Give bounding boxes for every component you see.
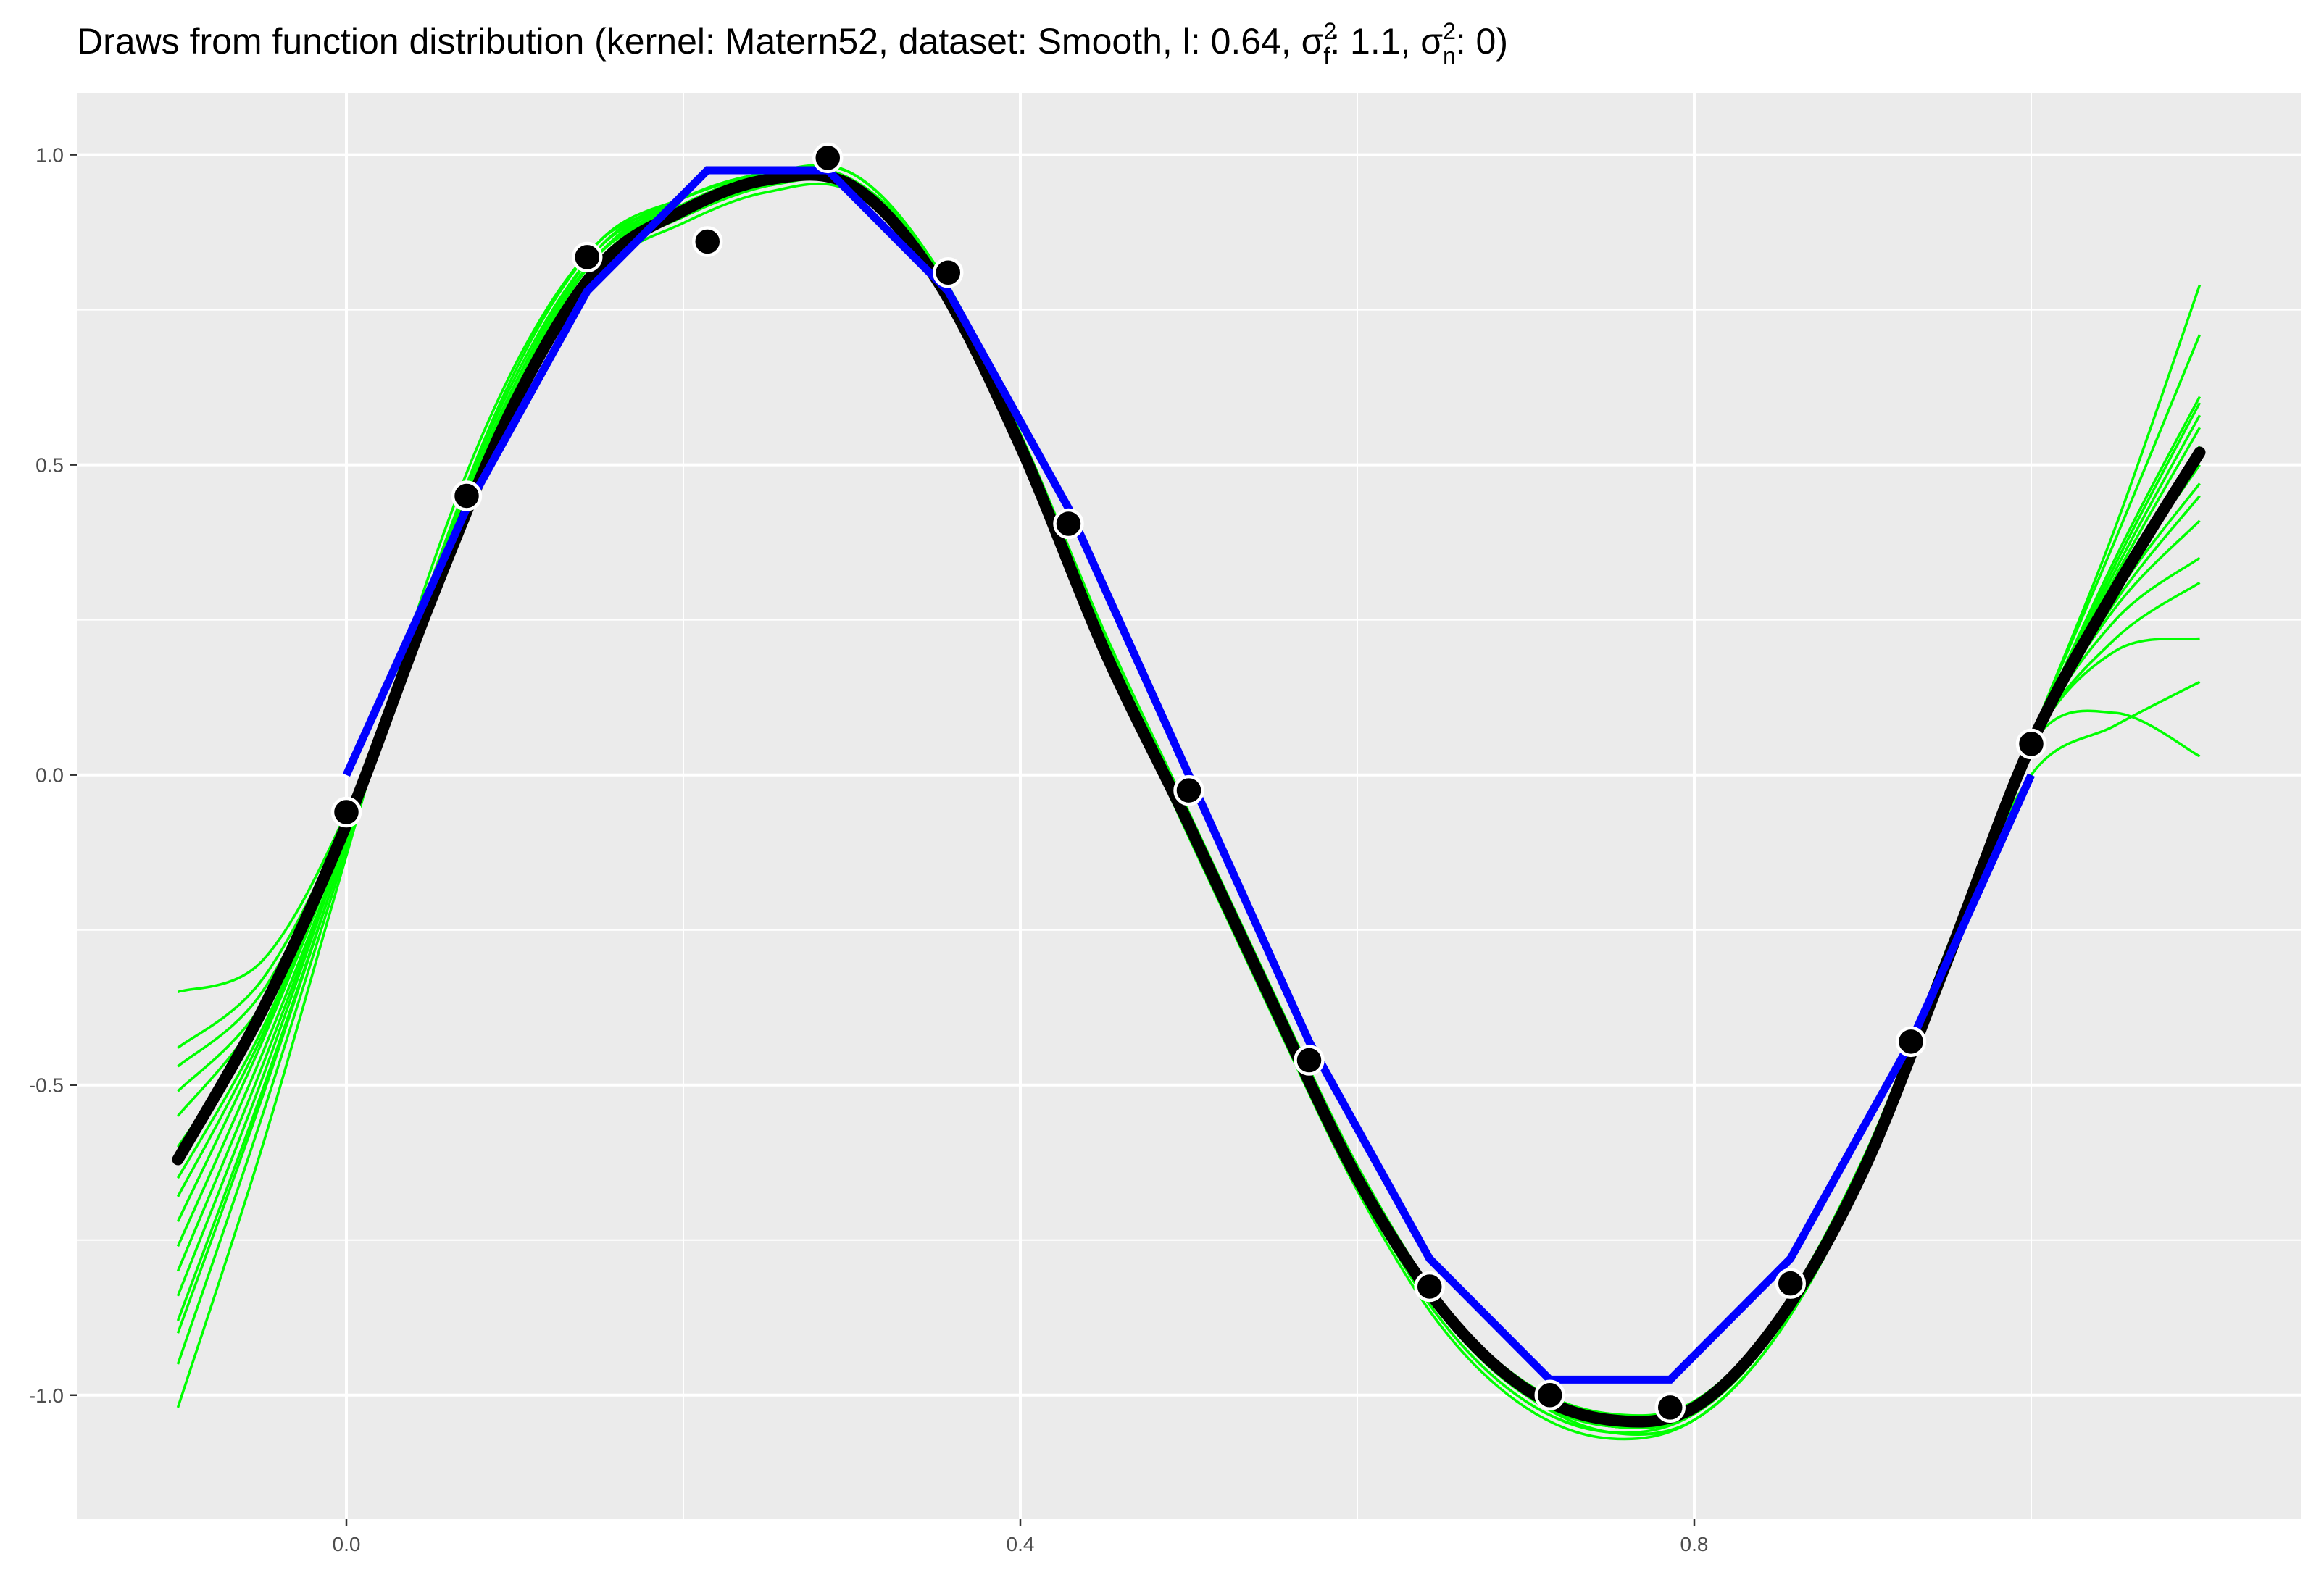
observation-point: [1053, 508, 1084, 540]
observation-point: [1294, 1045, 1325, 1076]
chart-title-main: Draws from function distribution (kernel…: [77, 21, 1324, 62]
observation-point: [571, 241, 603, 273]
observation-point: [1654, 1392, 1686, 1424]
x-tick-label: 0.4: [1007, 1533, 1035, 1555]
chart-title-sub-n: n: [1443, 43, 1456, 69]
plot-panel: [77, 93, 2301, 1519]
major-gridlines: [77, 93, 2301, 1519]
observation-point: [1534, 1379, 1565, 1411]
chart-title-end: : 0): [1456, 21, 1508, 62]
minor-gridlines: [77, 93, 2301, 1519]
y-axis-ticks: -1.0 -0.5 0.0 0.5 1.0: [29, 144, 77, 1407]
chart-title-sub-f: f: [1323, 43, 1330, 69]
chart-title-sup-f: 2: [1324, 18, 1337, 44]
observation-point: [933, 257, 964, 288]
observation-point: [1895, 1026, 1927, 1058]
x-tick-label: 0.0: [333, 1533, 361, 1555]
observation-point: [2015, 728, 2047, 760]
observation-point: [330, 796, 362, 828]
observation-points: [330, 142, 2047, 1424]
x-tick-label: 0.8: [1680, 1533, 1709, 1555]
x-axis-ticks: 0.0 0.4 0.8: [333, 1519, 1709, 1555]
y-tick-label: 0.0: [36, 764, 64, 787]
observation-point: [1414, 1271, 1445, 1303]
observation-point: [691, 226, 723, 257]
observation-point: [451, 480, 483, 511]
y-tick-label: -0.5: [29, 1074, 64, 1097]
y-tick-label: 1.0: [36, 144, 64, 167]
chart-title: Draws from function distribution (kernel…: [77, 18, 1508, 69]
y-tick-label: -1.0: [29, 1384, 64, 1407]
y-tick-label: 0.5: [36, 454, 64, 477]
observation-point: [1173, 774, 1204, 806]
interpolation-line-layer: [342, 166, 2036, 1384]
chart-title-sup-n: 2: [1443, 18, 1456, 44]
observation-point: [1775, 1268, 1807, 1299]
observation-point: [812, 142, 844, 174]
chart-title-mid: : 1.1, σ: [1330, 21, 1443, 62]
interpolation-line: [342, 166, 2036, 1384]
